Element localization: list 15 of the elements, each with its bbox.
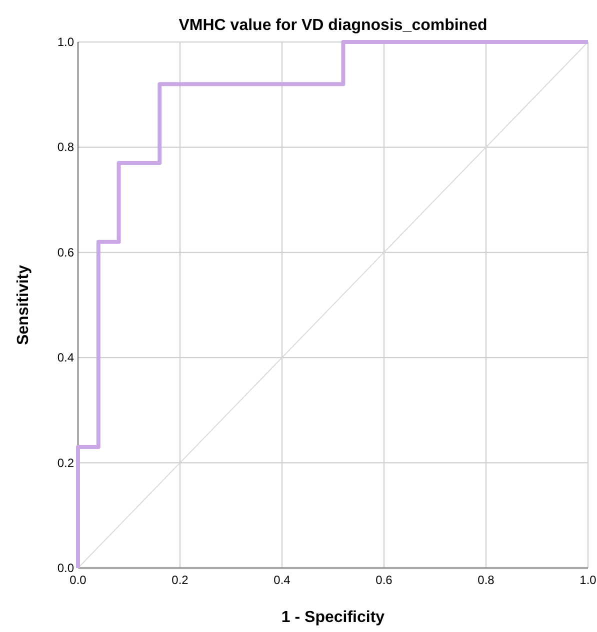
y-tick-label: 0.6 <box>57 245 74 260</box>
x-tick-label: 0.4 <box>274 573 291 587</box>
x-axis-title: 1 - Specificity <box>281 609 385 626</box>
y-axis-title: Sensitivity <box>15 264 32 346</box>
y-tick-label: 0.8 <box>57 140 74 154</box>
y-tick-label: 1.0 <box>57 35 74 49</box>
y-tick-label: 0.0 <box>57 561 74 575</box>
x-tick-label: 1.0 <box>580 573 597 587</box>
x-tick-label: 0.6 <box>376 573 393 587</box>
x-tick-label: 0.8 <box>478 573 495 587</box>
y-tick-label: 0.4 <box>57 350 74 365</box>
x-tick-label: 0.0 <box>70 573 87 587</box>
x-tick-label: 0.2 <box>172 573 189 587</box>
chart-title: VMHC value for VD diagnosis_combined <box>178 17 488 34</box>
y-tick-label: 0.2 <box>57 456 74 470</box>
